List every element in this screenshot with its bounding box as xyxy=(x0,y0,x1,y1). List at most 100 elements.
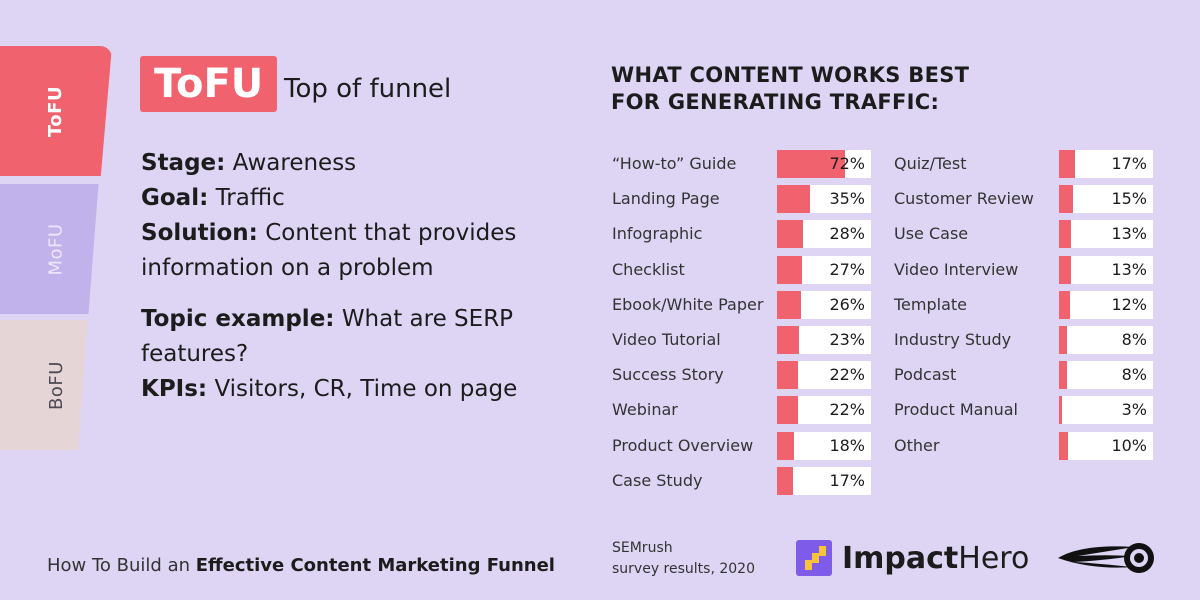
category-label: Product Overview xyxy=(612,435,754,455)
value-label: 8% xyxy=(1121,365,1147,385)
chart-row: Use Case 13% xyxy=(894,220,1153,249)
chart-row: Case Study 17% xyxy=(612,466,871,495)
chart-row: Checklist 27% xyxy=(612,255,871,284)
bar-track: 13% xyxy=(1059,255,1153,284)
category-label: Success Story xyxy=(612,365,724,385)
topic-key: Topic example: xyxy=(141,306,335,332)
category-label: Landing Page xyxy=(612,189,720,209)
goal-key: Goal: xyxy=(141,185,209,211)
category-label: Product Manual xyxy=(894,400,1018,420)
bar-track: 22% xyxy=(777,396,871,425)
value-label: 35% xyxy=(829,189,865,209)
bar xyxy=(1059,185,1074,214)
bar-track: 17% xyxy=(777,466,871,495)
value-label: 3% xyxy=(1121,400,1147,420)
value-label: 12% xyxy=(1111,294,1147,314)
value-label: 28% xyxy=(829,224,865,244)
funnel-tab-label: ToFU xyxy=(45,85,67,137)
category-label: Ebook/White Paper xyxy=(612,294,764,314)
chart-row: Success Story 22% xyxy=(612,361,871,390)
category-label: Customer Review xyxy=(894,189,1034,209)
chart-title-line2: FOR GENERATING TRAFFIC: xyxy=(611,90,940,114)
bar-track: 27% xyxy=(777,255,871,284)
article-title-prefix: How To Build an xyxy=(47,555,196,576)
bar xyxy=(1059,396,1062,425)
goal-value: Traffic xyxy=(215,185,285,211)
bar-track: 18% xyxy=(777,431,871,460)
chart-row: Video Tutorial 23% xyxy=(612,326,871,354)
funnel-tab-mofu[interactable]: MoFU xyxy=(0,184,99,314)
solution-line: Solution: Content that provides informat… xyxy=(141,216,541,286)
value-label: 13% xyxy=(1111,224,1147,244)
bar-track: 15% xyxy=(1059,185,1153,214)
bar-track: 28% xyxy=(777,220,871,249)
chart-row: Ebook/White Paper 26% xyxy=(612,290,871,319)
chart-row: Podcast 8% xyxy=(894,361,1153,390)
article-title: How To Build an Effective Content Market… xyxy=(47,555,555,576)
bar-track: 17% xyxy=(1059,150,1153,178)
chart-row: Product Manual 3% xyxy=(894,396,1153,425)
bar xyxy=(1059,255,1072,284)
value-label: 23% xyxy=(829,330,865,349)
bar xyxy=(777,185,810,214)
bar xyxy=(1059,326,1067,354)
value-label: 10% xyxy=(1111,435,1147,455)
stage-subtitle: Top of funnel xyxy=(284,74,452,104)
funnel-tab-label: BoFU xyxy=(45,360,67,410)
impact-hero-logo-text: ImpactHero xyxy=(842,541,1029,576)
category-label: Video Interview xyxy=(894,259,1019,279)
impact-word: Impact xyxy=(842,540,959,576)
bar xyxy=(777,326,799,354)
chart-row: Industry Study 8% xyxy=(894,326,1153,354)
value-label: 17% xyxy=(829,470,865,490)
bar xyxy=(1059,150,1075,178)
chart-row: Video Interview 13% xyxy=(894,255,1153,284)
bar-track: 10% xyxy=(1059,431,1153,460)
bar-track: 72% xyxy=(777,150,871,178)
bar xyxy=(777,290,802,319)
stage-line: Stage: Awareness xyxy=(141,146,541,181)
bar-track: 13% xyxy=(1059,220,1153,249)
category-label: Case Study xyxy=(612,470,703,490)
kpis-line: KPIs: Visitors, CR, Time on page xyxy=(141,372,541,407)
goal-line: Goal: Traffic xyxy=(141,181,541,216)
bar xyxy=(777,255,803,284)
value-label: 72% xyxy=(829,154,865,173)
value-label: 22% xyxy=(829,365,865,385)
bar xyxy=(777,396,798,425)
bar xyxy=(1059,431,1069,460)
source-line1: SEMrush xyxy=(612,540,673,556)
bar-track: 8% xyxy=(1059,361,1153,390)
stage-value: Awareness xyxy=(232,150,357,176)
hero-word: Hero xyxy=(958,540,1030,576)
category-label: Webinar xyxy=(612,400,678,420)
semrush-comet-icon xyxy=(1058,543,1154,573)
stage-badge: ToFU xyxy=(140,56,278,112)
kpis-value: Visitors, CR, Time on page xyxy=(214,376,518,402)
bar-track: 26% xyxy=(777,290,871,319)
chart-title: WHAT CONTENT WORKS BEST FOR GENERATING T… xyxy=(611,62,1031,116)
bar xyxy=(777,150,845,178)
bar-track: 35% xyxy=(777,185,871,214)
category-label: Other xyxy=(894,435,940,455)
bar-track: 3% xyxy=(1059,396,1153,425)
value-label: 15% xyxy=(1111,189,1147,209)
bar xyxy=(777,361,798,390)
chart-row: Webinar 22% xyxy=(612,396,871,425)
source-note: SEMrush survey results, 2020 xyxy=(612,538,755,580)
bar-track: 22% xyxy=(777,361,871,390)
bar-track: 12% xyxy=(1059,290,1153,319)
topic-value: What are SERP features? xyxy=(141,306,514,367)
article-title-bold: Effective Content Marketing Funnel xyxy=(195,555,555,576)
funnel-tab-bofu[interactable]: BoFU xyxy=(0,320,88,450)
chart-row: Product Overview 18% xyxy=(612,431,871,460)
chart-title-line1: WHAT CONTENT WORKS BEST xyxy=(611,63,970,87)
category-label: Template xyxy=(894,294,968,314)
bar xyxy=(777,220,804,249)
solution-key: Solution: xyxy=(141,220,258,246)
category-label: Use Case xyxy=(894,224,969,244)
bar xyxy=(777,431,794,460)
funnel-tab-tofu[interactable]: ToFU xyxy=(0,46,112,176)
topic-line: Topic example: What are SERP features? xyxy=(141,302,541,372)
category-label: Checklist xyxy=(612,259,685,279)
